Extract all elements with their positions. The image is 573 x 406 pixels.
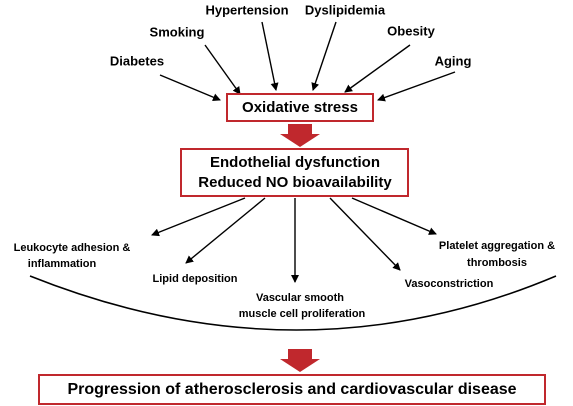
block-arrow bbox=[280, 349, 320, 372]
risk-factor: Aging bbox=[435, 53, 472, 68]
outcome-label: Vascular smooth bbox=[256, 292, 344, 304]
outcome-label: muscle cell proliferation bbox=[239, 308, 366, 320]
risk-factor: Diabetes bbox=[110, 53, 164, 68]
brace-curve bbox=[29, 275, 557, 331]
result-box bbox=[38, 374, 546, 405]
dysfunction-box bbox=[180, 148, 409, 197]
outcome-label: thrombosis bbox=[467, 257, 527, 269]
risk-factor: Hypertension bbox=[205, 2, 288, 17]
central-label: Oxidative stress bbox=[242, 99, 358, 116]
block-arrow bbox=[280, 124, 320, 147]
result-label: Progression of atherosclerosis and cardi… bbox=[67, 381, 516, 398]
outcome-label: Lipid deposition bbox=[153, 273, 238, 285]
risk-arrows bbox=[159, 21, 456, 102]
outcome-label: inflammation bbox=[28, 258, 97, 270]
risk-factor: Dyslipidemia bbox=[305, 2, 386, 17]
dysfunction-label: Endothelial dysfunction bbox=[210, 154, 380, 171]
outcome-label: Leukocyte adhesion & bbox=[14, 242, 131, 254]
risk-factor: Obesity bbox=[387, 23, 435, 38]
central-box bbox=[226, 93, 374, 122]
outcome-arrows bbox=[151, 197, 437, 283]
outcome-label: Platelet aggregation & bbox=[439, 240, 555, 252]
dysfunction-label: Reduced NO bioavailability bbox=[198, 174, 392, 191]
outcome-label: Vasoconstriction bbox=[405, 278, 494, 290]
risk-factor: Smoking bbox=[150, 24, 205, 39]
